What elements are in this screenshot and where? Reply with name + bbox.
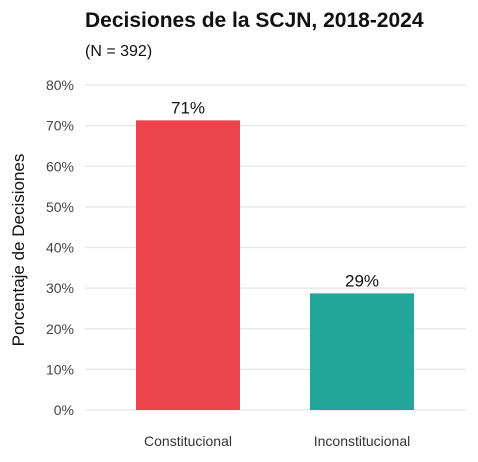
data-label-inconstitucional: 29% bbox=[345, 271, 379, 290]
x-tick-label-constitucional: Constitucional bbox=[144, 433, 232, 449]
y-axis-label: Porcentaje de Decisiones bbox=[9, 154, 28, 347]
data-label-constitucional: 71% bbox=[171, 98, 205, 117]
y-tick-label: 80% bbox=[46, 77, 74, 93]
data-labels: 71% 29% bbox=[171, 98, 379, 290]
y-tick-label: 10% bbox=[46, 361, 74, 377]
y-axis-ticks: 0% 10% 20% 30% 40% 50% 60% 70% 80% bbox=[46, 77, 74, 418]
y-tick-label: 70% bbox=[46, 118, 74, 134]
x-axis-ticks: Constitucional Inconstitucional bbox=[144, 433, 410, 449]
y-tick-label: 40% bbox=[46, 240, 74, 256]
y-tick-label: 0% bbox=[54, 402, 74, 418]
bar-inconstitucional bbox=[310, 293, 414, 410]
x-tick-label-inconstitucional: Inconstitucional bbox=[314, 433, 411, 449]
bars bbox=[136, 120, 414, 410]
y-tick-label: 50% bbox=[46, 199, 74, 215]
y-tick-label: 30% bbox=[46, 280, 74, 296]
chart-subtitle: (N = 392) bbox=[85, 43, 152, 60]
bar-constitucional bbox=[136, 120, 240, 410]
y-tick-label: 20% bbox=[46, 321, 74, 337]
chart-title: Decisiones de la SCJN, 2018-2024 bbox=[85, 9, 424, 32]
y-tick-label: 60% bbox=[46, 158, 74, 174]
